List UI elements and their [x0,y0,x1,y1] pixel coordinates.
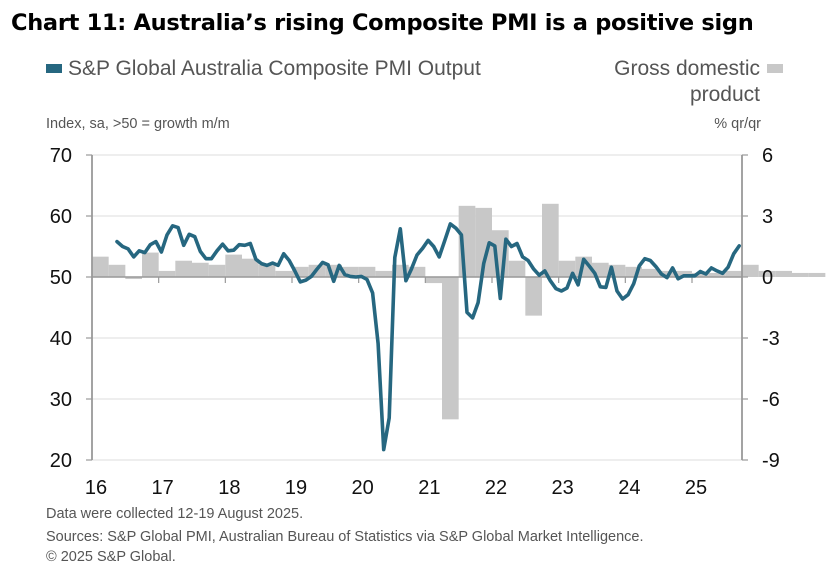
x-tick-label: 18 [218,477,240,499]
gdp-bar [342,266,359,277]
x-tick-label: 23 [552,477,574,499]
gdp-bar [158,270,176,277]
gdp-bar [692,272,709,277]
right-axis-ticks: 6 3 0 -3 -6 -9 [762,145,780,472]
chart-title: Chart 11: Australia’s rising Composite P… [11,10,754,36]
gdp-bar [708,272,726,277]
gdp-bar [425,277,442,284]
gdp-bar [375,270,392,277]
pmi-line-group [115,222,742,452]
left-axis-ticks: 70 60 50 40 30 20 [50,145,72,472]
gdp-bar [92,256,109,277]
gdp-bar [642,268,659,277]
gdp-bar [225,254,242,277]
left-tick-label: 20 [50,450,72,472]
note-collection: Data were collected 12-19 August 2025. [46,506,304,522]
right-tick-label: -6 [762,389,780,411]
gdp-bar [192,262,209,277]
x-tick-label: 19 [285,477,307,499]
x-axis-ticks: 16 17 18 19 20 21 22 23 24 25 [85,477,707,499]
x-tick-label: 25 [685,477,707,499]
left-tick-label: 60 [50,206,72,228]
right-tick-label: -9 [762,450,780,472]
right-axis-unit: % qr/qr [714,116,761,132]
gdp-bar [275,270,292,277]
gdp-bar [542,203,559,277]
gdp-bar [525,277,542,316]
gdp-bar [242,258,259,277]
legend-gdp-label: Gross domestic product [614,57,760,106]
gdp-bar [358,266,376,277]
gdp-bar [742,264,759,277]
gdp-bar [142,252,159,277]
legend-pmi-swatch-icon [46,64,62,73]
gdp-bars [92,203,826,420]
gdp-bar [475,207,492,277]
right-tick-label: 6 [762,145,773,167]
left-tick-label: 40 [50,328,72,350]
gdp-bar [292,266,309,277]
x-tick-label: 24 [618,477,640,499]
left-tick-label: 30 [50,389,72,411]
x-tick-label: 21 [418,477,440,499]
legend-gdp-swatch-icon [767,64,783,73]
right-tick-label: 3 [762,206,773,228]
gdp-bar [725,270,742,277]
right-tick-label: 0 [762,267,773,289]
gridlines [92,154,742,461]
pmi-line [115,222,742,452]
x-tick-label: 17 [152,477,174,499]
gdp-bar [442,277,459,420]
x-tick-label: 20 [352,477,374,499]
gdp-bar [258,264,276,277]
left-tick-label: 70 [50,145,72,167]
x-tick-label: 16 [85,477,107,499]
gdp-bar [675,270,692,277]
gdp-bar [208,264,226,277]
gdp-bar [758,270,776,277]
gdp-bar [625,266,642,277]
gdp-bar [808,272,826,277]
gdp-bar [408,266,426,277]
axes [86,154,748,461]
legend-pmi-label: S&P Global Australia Composite PMI Outpu… [68,57,481,80]
gdp-bar [792,272,809,277]
note-copyright: © 2025 S&P Global. [46,549,176,565]
gdp-bar [125,277,142,280]
right-tick-label: -3 [762,328,780,350]
left-tick-label: 50 [50,267,72,289]
gdp-bar [775,270,792,277]
gdp-bar [508,260,526,277]
gdp-bar [175,260,192,277]
left-axis-unit: Index, sa, >50 = growth m/m [46,116,230,132]
x-tick-label: 22 [485,477,507,499]
gdp-bar [108,264,126,277]
note-sources: Sources: S&P Global PMI, Australian Bure… [46,529,644,545]
gdp-bar [658,270,676,277]
